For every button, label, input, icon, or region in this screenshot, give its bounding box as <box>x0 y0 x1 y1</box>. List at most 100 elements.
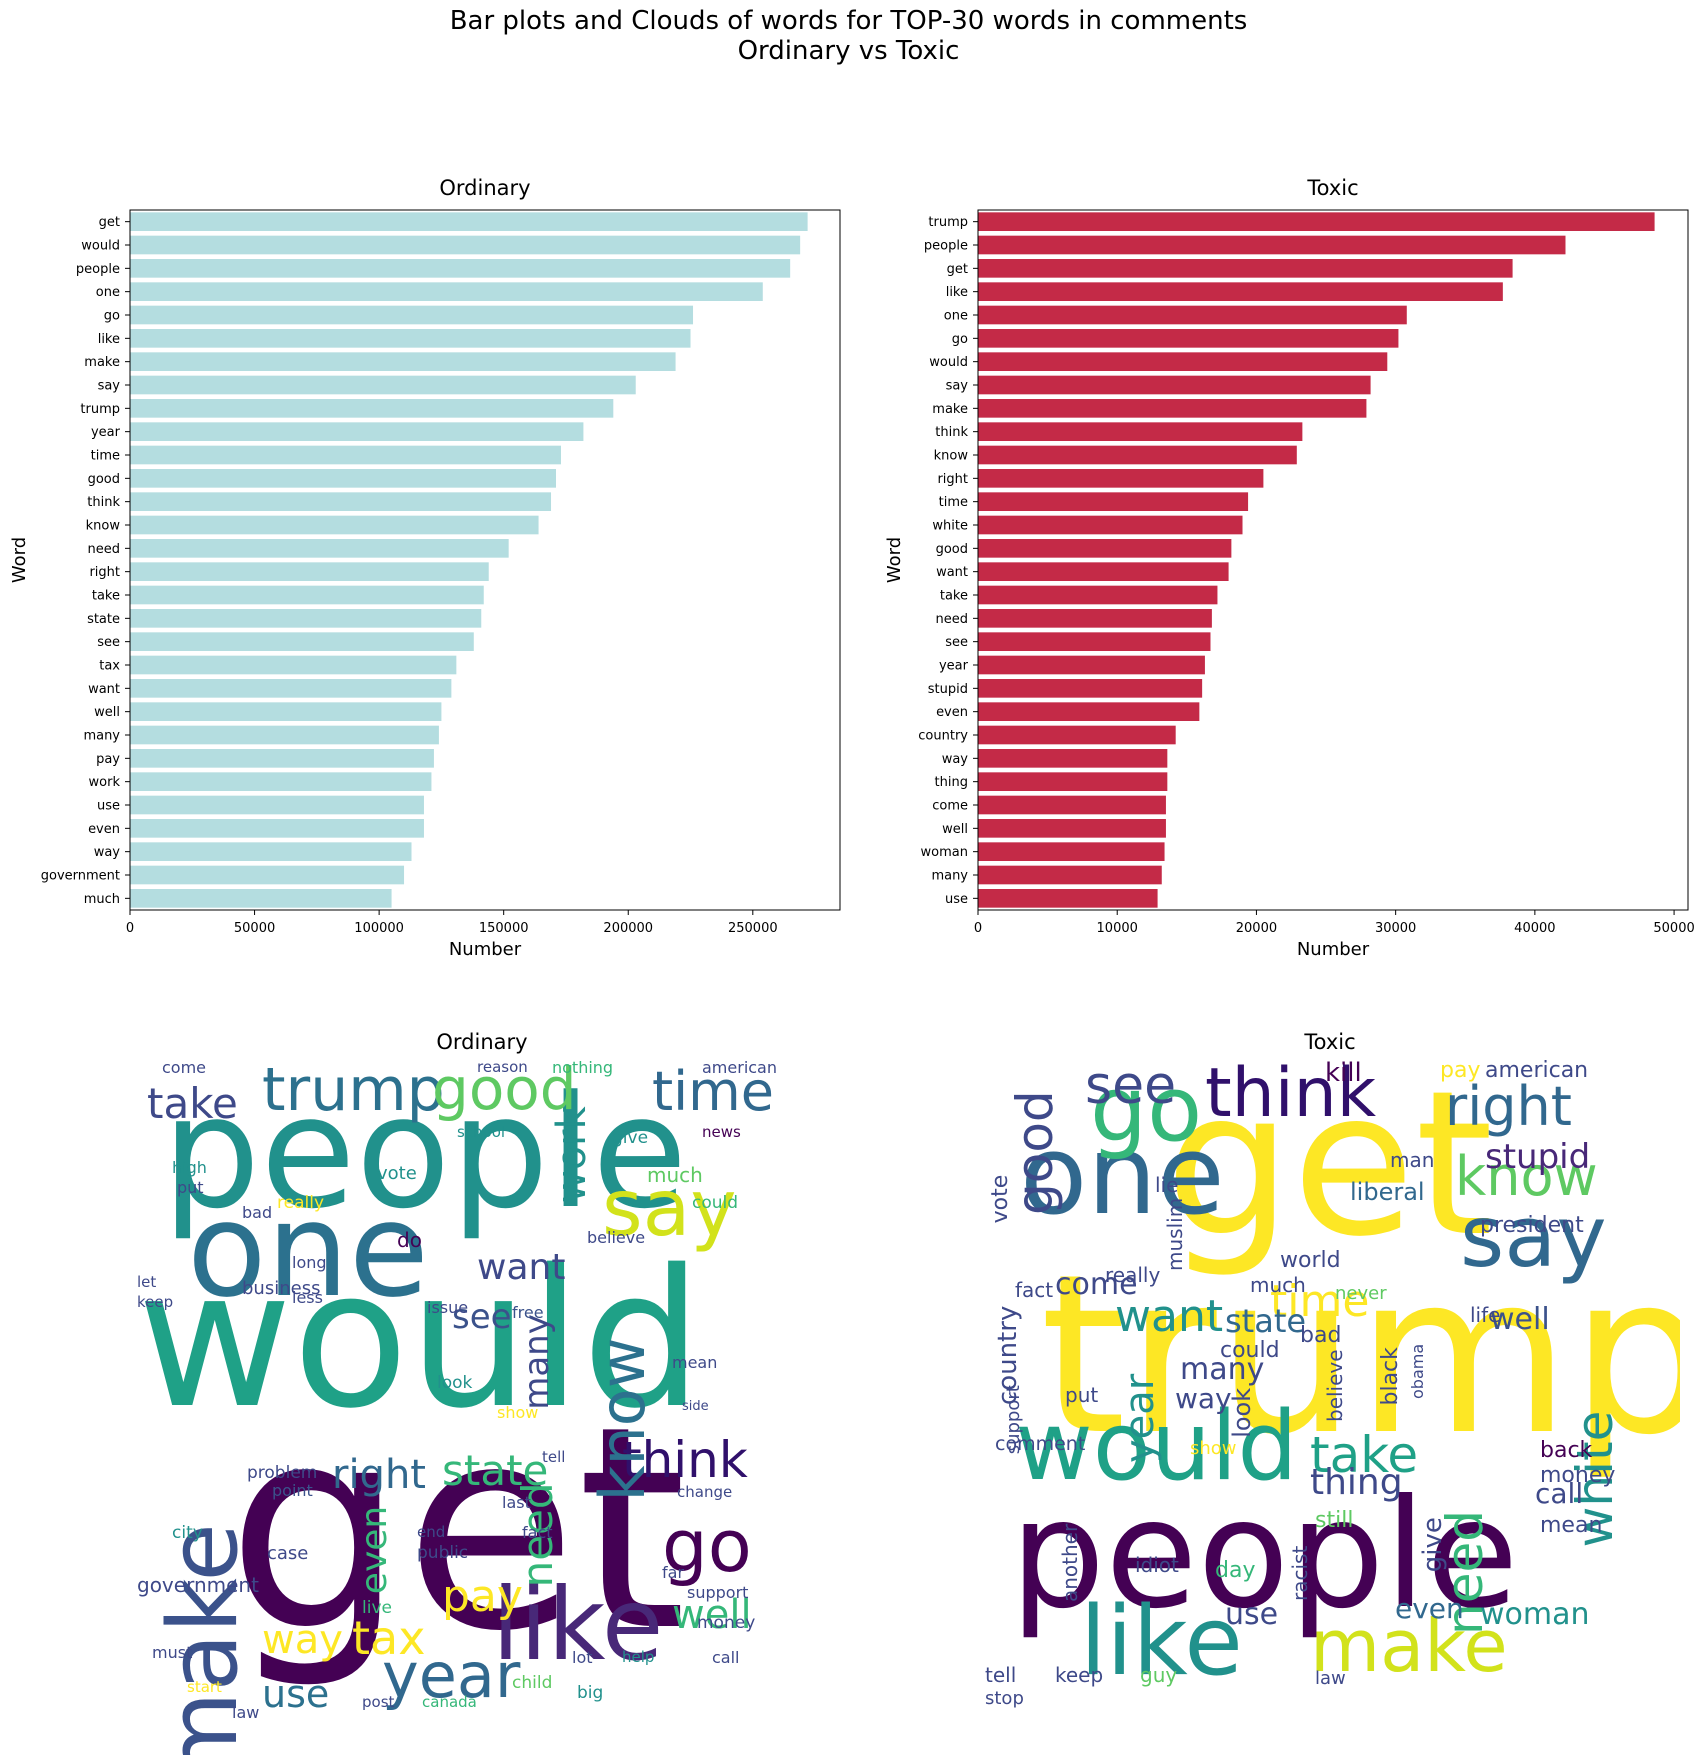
cloud-word-vote: vote <box>377 1163 417 1184</box>
y-tick-label: white <box>932 519 968 534</box>
y-tick-label: would <box>81 239 120 254</box>
cloud-word-year: year <box>1117 1373 1163 1463</box>
y-tick-label: well <box>94 705 120 720</box>
bar-think <box>978 422 1303 441</box>
bar-tax <box>130 655 457 675</box>
x-tick-label: 50000 <box>234 921 275 936</box>
y-tick-label: year <box>91 425 121 440</box>
cloud-word-law: law <box>1315 1668 1346 1689</box>
plot-frame <box>977 209 1689 911</box>
cloud-word-take: take <box>1310 1426 1419 1484</box>
cloud-word-do: do <box>397 1228 422 1252</box>
cloud-word-mean: mean <box>672 1353 718 1372</box>
x-axis-label: Number <box>449 939 522 960</box>
word-cloud-ordinary: get would people one make like say trump good tim… <box>132 1055 832 1755</box>
bar-time <box>978 492 1249 511</box>
cloud-word-lie: lie <box>1155 1173 1179 1197</box>
bar-make <box>130 352 676 371</box>
cloud-word-woman: woman <box>1480 1597 1590 1632</box>
y-tick-label: think <box>935 425 968 440</box>
y-tick-label: like <box>98 332 120 347</box>
cloud-word-say: say <box>602 1164 737 1254</box>
bar-woman <box>978 842 1165 861</box>
cloud-word-good: good <box>432 1055 577 1123</box>
bar-need <box>130 539 509 558</box>
bar-say <box>130 375 636 395</box>
x-tick-label: 0 <box>126 921 134 936</box>
y-tick-label: people <box>76 262 120 277</box>
cloud-word-thing: thing <box>1310 1462 1403 1503</box>
y-tick-label: take <box>92 589 120 604</box>
cloud-word-fact: fact <box>522 1523 553 1542</box>
x-tick-label: 0 <box>974 921 982 936</box>
bar-chart-toxic: Toxic trump people get like one go would say make… <box>884 176 1695 960</box>
x-tick-label: 100000 <box>354 921 404 936</box>
bar-like <box>130 329 691 348</box>
y-tick-label: stupid <box>928 682 968 697</box>
cloud-word-state: state <box>1225 1302 1307 1340</box>
y-tick-label: make <box>84 355 120 370</box>
y-tick-label: one <box>96 285 120 300</box>
cloud-word-many: many <box>517 1314 557 1410</box>
cloud-word-bad: bad <box>1300 1323 1342 1348</box>
cloud-word-keep: keep <box>137 1293 174 1311</box>
y-tick-label: use <box>97 799 120 814</box>
bar-use <box>978 889 1158 908</box>
cloud-word-case: case <box>267 1543 309 1564</box>
bar-way <box>130 842 412 861</box>
y-tick-label: know <box>86 519 121 534</box>
cloud-word-get: get <box>227 1367 687 1693</box>
cloud-word-start: start <box>187 1678 222 1696</box>
cloud-word-way: way <box>262 1617 343 1663</box>
bar-state <box>130 609 482 628</box>
bar-even <box>978 702 1200 721</box>
cloud-word-end: end <box>417 1523 446 1541</box>
cloud-word-money: money <box>1540 1463 1616 1488</box>
bar-many <box>978 865 1162 885</box>
bar-come <box>978 795 1166 815</box>
cloud-word-far: far <box>662 1563 685 1582</box>
cloud-word-support: support <box>687 1583 749 1602</box>
bar-right <box>978 469 1264 488</box>
cloud-word-stupid: stupid <box>1485 1137 1591 1177</box>
cloud-word-go: go <box>1090 1057 1203 1162</box>
y-tick-label: tax <box>99 659 120 674</box>
cloud-word-go: go <box>662 1504 752 1588</box>
cloud-word-trump: trump <box>1040 1227 1680 1483</box>
cloud-word-believe: believe <box>587 1228 646 1247</box>
cloud-word-point: point <box>272 1481 313 1500</box>
y-axis-label: Word <box>9 537 30 583</box>
y-tick-label: know <box>934 449 969 464</box>
bar-year <box>130 422 584 441</box>
cloud-word-would: would <box>1015 1392 1298 1502</box>
cloud-word-come: come <box>1055 1267 1138 1302</box>
bar-one <box>130 282 763 301</box>
cloud-word-issue: issue <box>427 1298 469 1317</box>
cloud-word-tell: tell <box>985 1663 1017 1687</box>
y-tick-label: even <box>936 705 968 720</box>
y-tick-label: think <box>87 495 120 510</box>
bar-well <box>978 819 1166 838</box>
cloud-word-nothing: nothing <box>552 1058 614 1077</box>
bar-use <box>130 795 424 815</box>
cloud-word-get: get <box>1165 1055 1494 1281</box>
cloud-word-business: business <box>242 1278 321 1299</box>
bar-good <box>130 469 556 488</box>
x-tick-label: 10000 <box>1097 921 1138 936</box>
cloud-word-city: city <box>172 1523 203 1543</box>
y-tick-label: need <box>88 542 121 557</box>
cloud-word-give: give <box>612 1128 649 1148</box>
cloud-word-believe: believe <box>1323 1349 1347 1422</box>
cloud-word-call: call <box>1535 1477 1584 1510</box>
cloud-word-time: time <box>1270 1276 1370 1327</box>
cloud-word-bad: bad <box>242 1203 273 1222</box>
cloud-word-pay: pay <box>1440 1058 1481 1083</box>
x-tick-label: 40000 <box>1514 921 1555 936</box>
cloud-word-comment: comment <box>995 1433 1086 1455</box>
cloud-word-look: look <box>437 1373 473 1393</box>
y-tick-label: want <box>88 682 120 697</box>
y-tick-label: thing <box>935 775 968 790</box>
cloud-word-post: post <box>362 1693 395 1711</box>
cloud-word-trump: trump <box>262 1055 445 1125</box>
cloud-word-long: long <box>292 1253 327 1272</box>
